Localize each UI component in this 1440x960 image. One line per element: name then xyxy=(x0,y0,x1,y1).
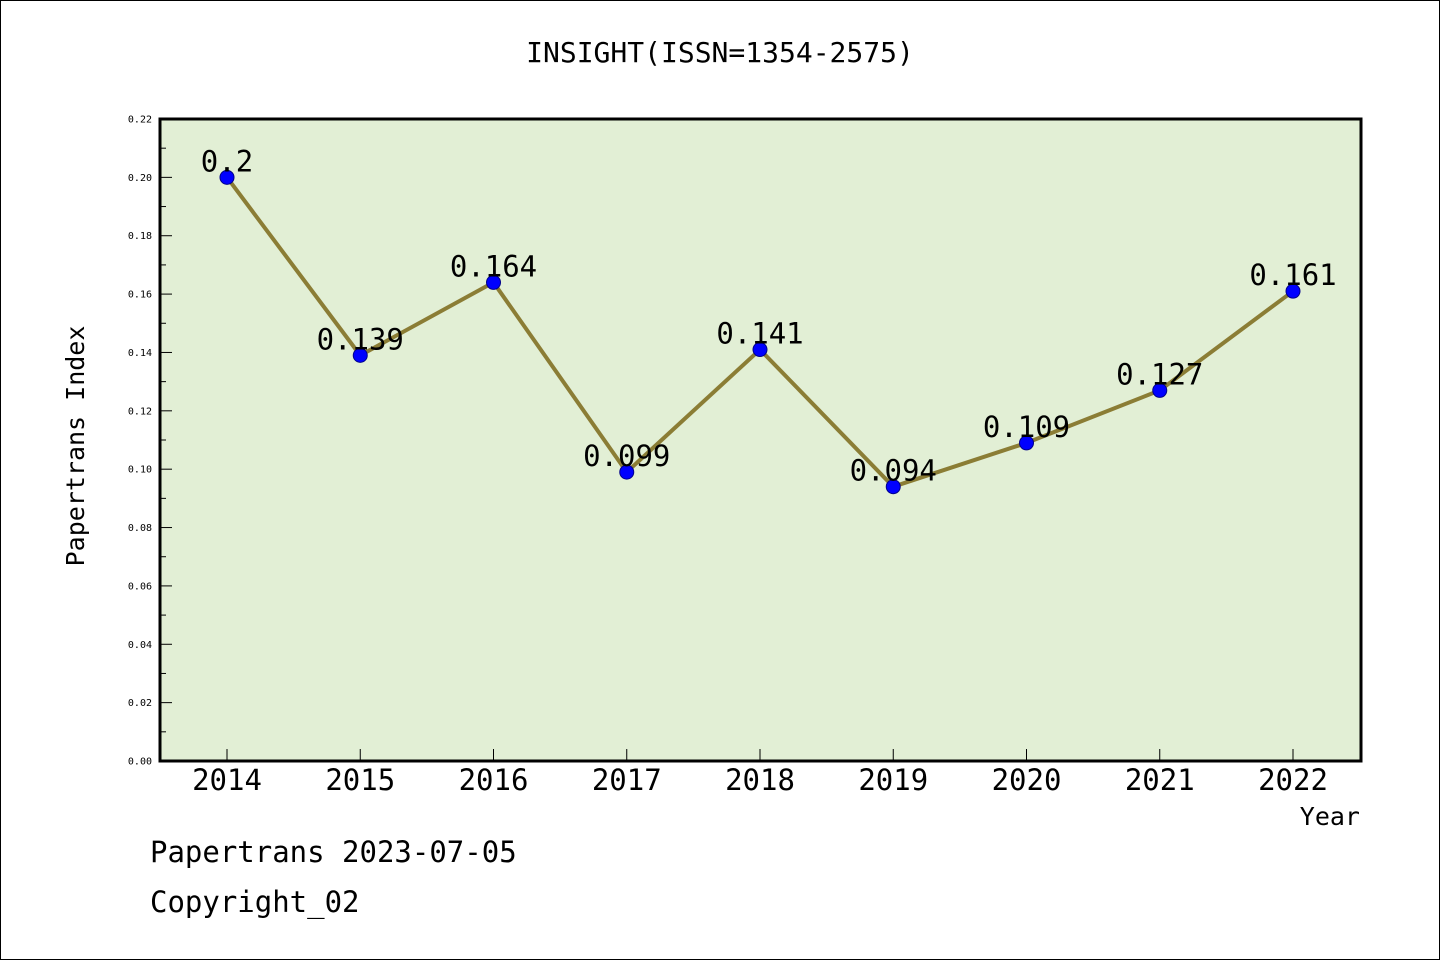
data-point xyxy=(219,169,235,185)
y-tick-label: 0.02 xyxy=(128,698,152,709)
y-tick-label: 0.06 xyxy=(128,581,152,592)
data-point xyxy=(352,347,368,363)
y-tick-label: 0.04 xyxy=(128,640,152,651)
chart-title: INSIGHT(ISSN=1354-2575) xyxy=(526,36,914,69)
footer-copyright: Copyright_02 xyxy=(150,885,360,919)
y-tick-label: 0.00 xyxy=(128,757,152,768)
data-point xyxy=(752,342,768,358)
data-label: 0.099 xyxy=(583,439,670,473)
x-tick-label: 2014 xyxy=(192,763,262,797)
y-tick-label: 0.14 xyxy=(128,348,152,359)
data-label: 0.127 xyxy=(1116,357,1203,391)
data-point xyxy=(1019,435,1034,451)
y-tick-label: 0.08 xyxy=(128,523,152,534)
data-label: 0.094 xyxy=(850,454,937,488)
y-tick-label: 0.22 xyxy=(128,115,152,126)
x-tick-label: 2021 xyxy=(1125,763,1195,797)
x-tick-label: 2022 xyxy=(1258,763,1328,797)
data-point xyxy=(1152,382,1168,398)
x-tick-label: 2016 xyxy=(459,763,529,797)
data-label: 0.109 xyxy=(983,410,1070,444)
data-point xyxy=(486,274,501,290)
footer-date: Papertrans 2023-07-05 xyxy=(150,835,517,869)
x-tick-label: 2017 xyxy=(592,763,662,797)
y-tick-label: 0.12 xyxy=(128,406,152,417)
y-tick-label: 0.10 xyxy=(128,465,152,476)
data-point xyxy=(1285,283,1301,299)
x-tick-label: 2019 xyxy=(858,763,928,797)
plot-area xyxy=(158,117,1363,763)
data-label: 0.161 xyxy=(1249,258,1336,292)
y-axis-label: Papertrans Index xyxy=(61,326,90,567)
data-point xyxy=(885,479,901,495)
x-tick-label: 2018 xyxy=(725,763,795,797)
x-tick-label: 2015 xyxy=(325,763,395,797)
y-tick-label: 0.20 xyxy=(128,173,152,184)
data-label: 0.164 xyxy=(450,249,537,283)
data-label: 0.2 xyxy=(201,144,253,178)
x-axis-label: Year xyxy=(1300,802,1360,831)
x-tick-label: 2020 xyxy=(992,763,1062,797)
data-label: 0.141 xyxy=(716,317,803,351)
y-tick-label: 0.16 xyxy=(128,290,152,301)
data-label: 0.139 xyxy=(317,322,404,356)
data-point xyxy=(619,464,635,480)
y-tick-label: 0.18 xyxy=(128,231,152,242)
